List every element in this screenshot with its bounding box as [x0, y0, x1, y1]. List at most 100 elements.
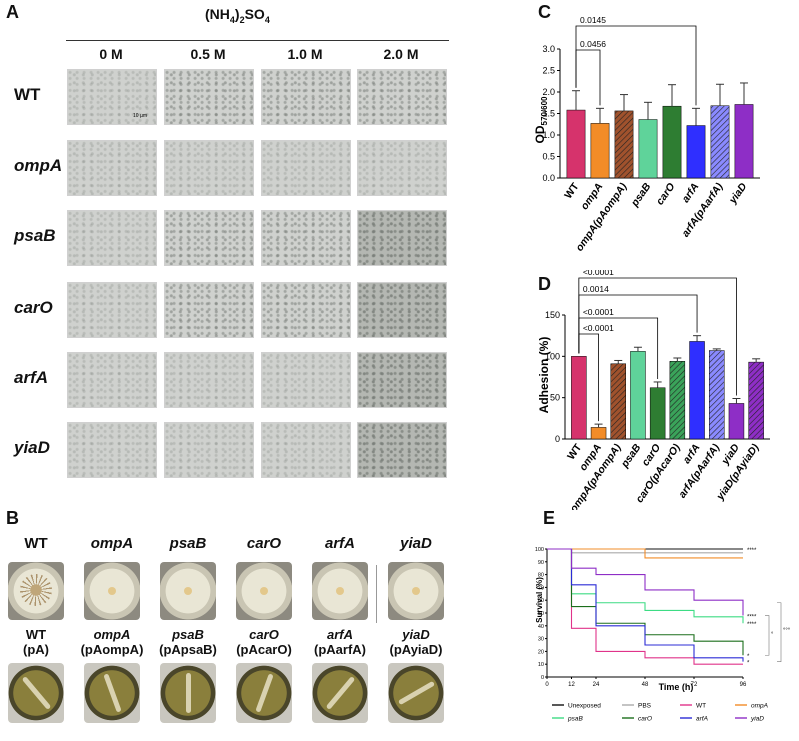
- bar: [734, 104, 754, 179]
- bar: [728, 403, 745, 440]
- p-value-label: <0.0001: [583, 270, 614, 277]
- bar: [649, 387, 666, 440]
- category-label: psaB: [628, 181, 653, 210]
- significance-mark: ****: [747, 548, 757, 554]
- bracket-mark: °°°: [783, 628, 791, 634]
- agar-plate-complemented: [312, 663, 368, 723]
- bar: [748, 361, 764, 440]
- concentration-header: 0.5 M: [190, 46, 226, 62]
- panel-label-c: C: [538, 2, 551, 22]
- agar-plate: [388, 562, 444, 620]
- micrograph: [164, 352, 254, 408]
- legend-label: carO: [638, 716, 652, 723]
- bar: [662, 105, 682, 179]
- micrograph: [357, 69, 447, 125]
- y-tick-label: 70: [538, 585, 544, 591]
- micrograph: [261, 282, 351, 338]
- c-ylabel: OD570/600: [533, 96, 549, 143]
- category-label: WT: [562, 180, 582, 201]
- significance-bracket: [575, 25, 697, 106]
- bar: [709, 350, 725, 440]
- y-tick-label: 3.0: [542, 44, 555, 54]
- plate-label-top: psaB: [169, 535, 207, 552]
- bar: [566, 109, 586, 179]
- micrograph: [67, 210, 157, 266]
- y-tick-label: 40: [538, 624, 544, 630]
- significance-mark: *: [747, 654, 750, 660]
- plate-label-bottom: arfA (pAarfA): [314, 627, 366, 657]
- plate-label-top: ompA: [90, 535, 134, 552]
- x-tick-label: 48: [642, 682, 649, 688]
- e-xlabel: Time (h): [659, 682, 694, 692]
- agar-plate-complemented: [388, 663, 444, 723]
- y-tick-label: 2.0: [542, 87, 555, 97]
- p-value-label: <0.0001: [583, 307, 614, 317]
- micrograph: [261, 140, 351, 196]
- y-tick-label: 90: [538, 560, 544, 566]
- micrograph: [67, 282, 157, 338]
- micrograph: [357, 422, 447, 478]
- survival-curve: [547, 548, 744, 662]
- micrograph: [357, 352, 447, 408]
- panel-label-a: A: [6, 2, 19, 22]
- strain-row-label: ompA: [14, 156, 63, 175]
- category-label: psaB: [618, 442, 643, 471]
- micrograph: [261, 422, 351, 478]
- strain-row-label: yiaD: [14, 438, 50, 457]
- category-label: carO: [654, 181, 678, 207]
- legend-label: psaB: [567, 716, 583, 723]
- bar: [689, 341, 705, 440]
- x-tick-label: 12: [568, 682, 575, 688]
- panel-b: WT ompA psaB carO arfA yiaD WT (pA) ompA (pAompA)…: [0, 505, 470, 741]
- d-ylabel: Adhesion (%): [537, 337, 551, 414]
- micrograph: [67, 140, 157, 196]
- agar-plate-complemented: [160, 663, 216, 723]
- y-tick-label: 50: [538, 611, 544, 617]
- y-tick-label: 1.0: [542, 130, 555, 140]
- significance-bracket: [578, 277, 737, 396]
- y-tick-label: 50: [550, 393, 560, 403]
- micrograph: [357, 140, 447, 196]
- legend-label: ompA: [751, 703, 768, 710]
- agar-plate: [8, 562, 64, 620]
- p-value-label: 0.0456: [580, 39, 606, 49]
- micrograph: [67, 352, 157, 408]
- legend-label: Unexposed: [568, 703, 601, 710]
- micrograph: [164, 422, 254, 478]
- agar-plate: [236, 562, 292, 620]
- panel-label-e: E: [543, 508, 556, 528]
- agar-plate-complemented: [236, 663, 292, 723]
- p-value-label: <0.0001: [583, 323, 614, 333]
- survival-curve: [547, 548, 744, 616]
- bar: [610, 363, 626, 440]
- micrograph: [261, 69, 351, 125]
- micrograph: [357, 210, 447, 266]
- salt-title: (NH4)2SO4: [205, 6, 270, 25]
- bar: [669, 361, 686, 440]
- y-tick-label: 0.5: [542, 152, 555, 162]
- plate-label-bottom: psaB (pApsaB): [159, 627, 217, 657]
- survival-curve: [547, 548, 743, 559]
- strain-row-label: psaB: [14, 226, 56, 245]
- y-tick-label: 10: [538, 662, 544, 668]
- bracket: [765, 615, 770, 656]
- y-tick-label: 80: [538, 573, 544, 579]
- x-tick-label: 72: [691, 682, 698, 688]
- y-tick-label: 0.0: [542, 173, 555, 183]
- micrograph: [261, 210, 351, 266]
- micrograph: [164, 140, 254, 196]
- bracket-mark: °: [771, 632, 774, 638]
- y-tick-label: 100: [545, 351, 560, 361]
- legend-label: yiaD: [750, 716, 764, 723]
- significance-mark: *: [747, 661, 750, 667]
- micrograph: [261, 352, 351, 408]
- agar-plate-complemented: [84, 663, 140, 723]
- y-tick-label: 0: [541, 675, 544, 681]
- micrograph: [357, 282, 447, 338]
- y-tick-label: 20: [538, 649, 544, 655]
- strain-row-label: WT: [14, 85, 41, 104]
- x-tick-label: 96: [740, 682, 747, 688]
- legend-label: WT: [696, 703, 706, 710]
- x-tick-label: 0: [545, 682, 549, 688]
